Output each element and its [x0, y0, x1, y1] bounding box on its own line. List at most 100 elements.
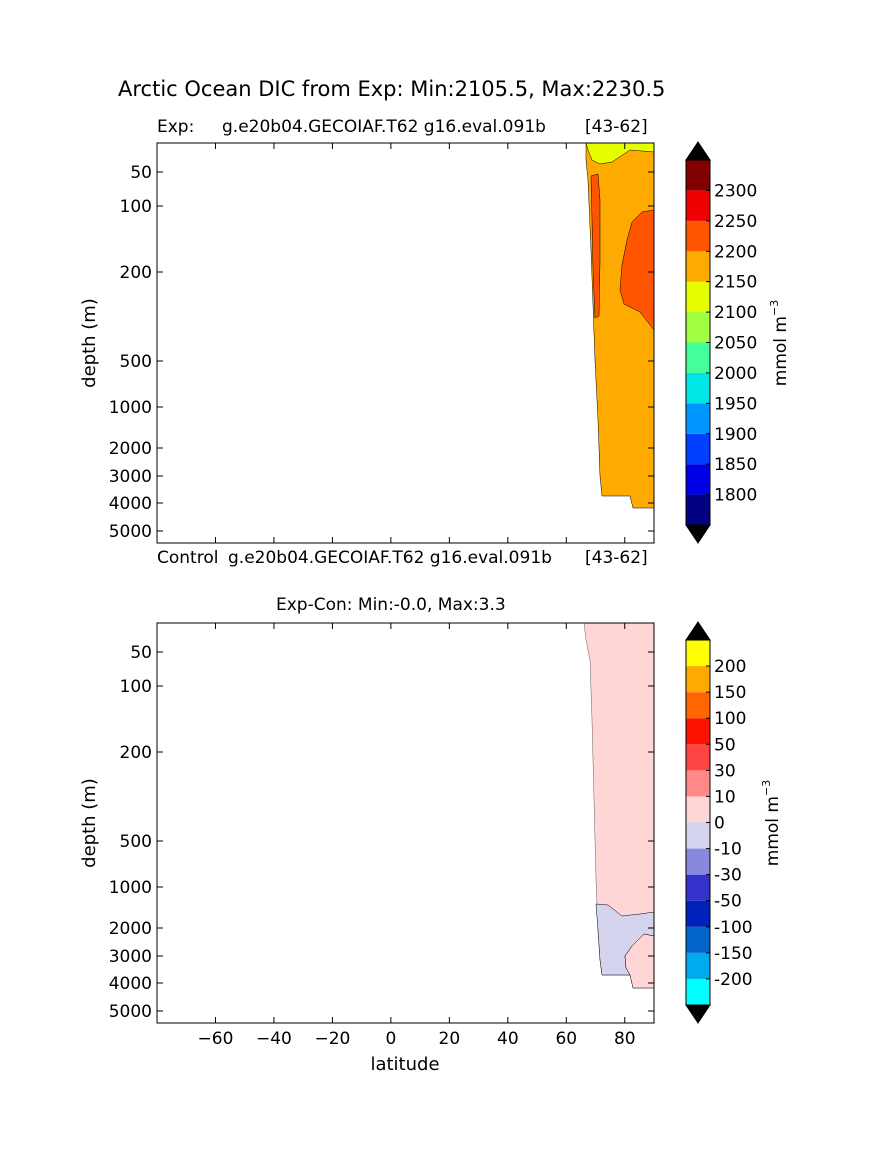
bottom-cbar-extend-below	[685, 1004, 711, 1024]
top-cbar-tick-label: 1900	[714, 425, 757, 445]
bottom-colorbar-label: mmol m−3	[760, 780, 783, 866]
bottom-ytick-label: 1000	[109, 878, 152, 898]
bottom-xtick-label: 0	[385, 1029, 396, 1049]
diff-panel-title: Exp-Con: Min:-0.0, Max:3.3	[276, 595, 506, 615]
bottom-cbar-swatch	[686, 796, 710, 823]
bottom-ytick-label: 500	[120, 832, 152, 852]
bottom-cbar-tick-label: 0	[714, 814, 725, 834]
top-ytick-label: 50	[130, 163, 152, 183]
top-cbar-swatch	[686, 403, 710, 434]
bottom-plot-background	[157, 623, 654, 1023]
top-y-axis: 50 100 200 500 1000 2000 3000 4000 5000	[109, 143, 654, 543]
top-cbar-tick-label: 1950	[714, 394, 757, 414]
bottom-cbar-tick-label: -100	[714, 918, 753, 938]
top-exp-label: Exp:	[157, 117, 195, 137]
bottom-cbar-swatch	[686, 874, 710, 901]
bottom-cbar-swatch	[686, 900, 710, 927]
figure-title: Arctic Ocean DIC from Exp: Min:2105.5, M…	[118, 77, 666, 101]
bottom-xlabel: latitude	[370, 1054, 439, 1075]
control-range-label: [43-62]	[585, 548, 648, 568]
top-cbar-tick-label: 2300	[714, 181, 757, 201]
top-cbar-tick-label: 2000	[714, 364, 757, 384]
bottom-ylabel: depth (m)	[79, 778, 100, 868]
top-cbar-tick-label: 1850	[714, 455, 757, 475]
top-cbar-swatch	[686, 281, 710, 313]
top-colorbar-label: mmol m−3	[768, 300, 791, 386]
bottom-cbar-swatch	[686, 640, 710, 667]
top-cbar-swatch	[686, 494, 710, 525]
top-cbar-tick-label: 2050	[714, 334, 757, 354]
control-case-label: g.e20b04.GECOIAF.T62 g16.eval.091b	[228, 548, 552, 568]
top-plot: 50 100 200 500 1000 2000 3000 4000 5000 depth (m…	[79, 142, 655, 544]
top-cbar-tick-label: 2200	[714, 242, 757, 262]
top-cbar-tick-label: 2250	[714, 212, 757, 232]
top-cbar-swatch	[686, 160, 710, 191]
bottom-cbar-swatch	[686, 926, 710, 953]
top-colorbar: 2300 2250 2200 2150 2100 2050 2000 1950 1900 1850…	[685, 141, 757, 544]
bottom-cbar-swatch	[686, 978, 710, 1005]
bottom-cbar-swatch	[686, 848, 710, 875]
top-cbar-swatch	[686, 342, 710, 373]
top-region-2200-2250-right	[619, 209, 655, 331]
bottom-ytick-label: 2000	[109, 919, 152, 939]
bottom-cbar-tick-label: -150	[714, 944, 753, 964]
bottom-ytick-label: 100	[120, 677, 152, 697]
bottom-xtick-label: 60	[555, 1029, 577, 1049]
bottom-cbar-swatch	[686, 770, 710, 797]
top-cbar-swatch	[686, 464, 710, 495]
bottom-ytick-label: 3000	[109, 947, 152, 967]
top-ytick-label: 100	[120, 197, 152, 217]
top-cbar-swatch	[686, 220, 710, 252]
bottom-cbar-tick-label: -30	[714, 866, 742, 886]
top-cbar-tick-label: 2150	[714, 273, 757, 293]
bottom-xtick-label: 40	[497, 1029, 519, 1049]
bottom-cbar-swatch	[686, 952, 710, 979]
bottom-ytick-label: 50	[130, 643, 152, 663]
top-cbar-swatch	[686, 251, 710, 282]
bottom-xtick-label: −60	[198, 1029, 234, 1049]
bottom-region-0-10-deep	[624, 933, 655, 989]
top-plot-background	[157, 143, 654, 543]
bottom-ytick-label: 4000	[109, 974, 152, 994]
top-ytick-label: 4000	[109, 494, 152, 514]
bottom-ytick-label: 5000	[109, 1002, 152, 1022]
bottom-xtick-label: −40	[256, 1029, 292, 1049]
bottom-cbar-tick-label: 100	[714, 709, 746, 729]
top-region-2200-2250-left	[590, 173, 601, 319]
top-cbar-swatch	[686, 372, 710, 404]
top-cbar-tick-label: 2100	[714, 303, 757, 323]
bottom-cbar-tick-label: -200	[714, 970, 753, 990]
bottom-cbar-swatch	[686, 718, 710, 745]
bottom-cbar-tick-label: 150	[714, 683, 746, 703]
bottom-x-axis: −60 −40 −20 0 20 40 60 80	[198, 623, 636, 1049]
bottom-cbar-tick-label: 200	[714, 657, 746, 677]
bottom-cbar-tick-label: 50	[714, 735, 736, 755]
top-range-label: [43-62]	[585, 117, 648, 137]
top-ylabel: depth (m)	[79, 298, 100, 388]
top-cbar-swatch	[686, 190, 710, 221]
top-cbar-swatch	[686, 433, 710, 465]
top-ytick-label: 500	[120, 352, 152, 372]
bottom-cbar-swatch	[686, 744, 710, 771]
top-case-label: g.e20b04.GECOIAF.T62 g16.eval.091b	[222, 117, 546, 137]
top-ytick-label: 2000	[109, 439, 152, 459]
bottom-cbar-extend-above	[685, 621, 711, 641]
top-plot-frame	[156, 142, 655, 544]
bottom-xtick-label: −20	[314, 1029, 350, 1049]
top-ytick-label: 1000	[109, 398, 152, 418]
bottom-ytick-label: 200	[120, 743, 152, 763]
bottom-cbar-tick-label: 10	[714, 787, 736, 807]
bottom-cbar-tick-label: 30	[714, 761, 736, 781]
bottom-plot-frame	[156, 622, 655, 1024]
top-cbar-tick-label: 1800	[714, 486, 757, 506]
top-cbar-extend-above	[685, 141, 711, 161]
top-cbar-swatch	[686, 312, 710, 343]
bottom-cbar-swatch	[686, 692, 710, 719]
top-cbar-extend-below	[685, 524, 711, 544]
bottom-cbar-swatch	[686, 822, 710, 849]
bottom-xtick-label: 20	[439, 1029, 461, 1049]
bottom-xtick-label: 80	[614, 1029, 636, 1049]
